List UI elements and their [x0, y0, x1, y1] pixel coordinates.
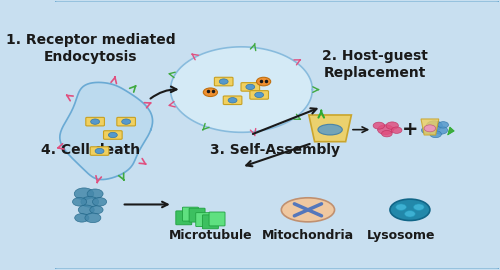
Polygon shape: [309, 115, 352, 142]
Circle shape: [438, 122, 448, 128]
Circle shape: [78, 205, 94, 215]
Circle shape: [81, 197, 98, 207]
Text: 3. Self-Assembly: 3. Self-Assembly: [210, 143, 340, 157]
Circle shape: [228, 97, 237, 103]
Circle shape: [396, 204, 406, 210]
Circle shape: [386, 122, 398, 129]
Circle shape: [392, 127, 402, 133]
Circle shape: [414, 204, 424, 210]
Circle shape: [92, 198, 106, 206]
FancyBboxPatch shape: [241, 83, 260, 91]
Circle shape: [382, 130, 392, 137]
Ellipse shape: [390, 199, 430, 221]
Text: 4. Cell death: 4. Cell death: [41, 143, 140, 157]
Text: Lysosome: Lysosome: [367, 229, 436, 242]
Polygon shape: [60, 82, 152, 180]
Circle shape: [204, 88, 218, 96]
Circle shape: [95, 148, 104, 154]
Circle shape: [378, 125, 394, 134]
Circle shape: [422, 126, 434, 134]
Circle shape: [72, 198, 86, 206]
FancyBboxPatch shape: [202, 215, 218, 229]
FancyBboxPatch shape: [214, 77, 233, 86]
Ellipse shape: [282, 198, 335, 222]
Circle shape: [256, 77, 270, 86]
Circle shape: [426, 121, 442, 130]
Circle shape: [220, 79, 228, 84]
Circle shape: [434, 126, 448, 134]
Circle shape: [430, 131, 442, 138]
FancyBboxPatch shape: [224, 96, 242, 104]
FancyBboxPatch shape: [189, 208, 205, 222]
Circle shape: [373, 122, 384, 129]
Circle shape: [85, 213, 101, 223]
Circle shape: [90, 206, 103, 214]
Text: Microtubule: Microtubule: [168, 229, 252, 242]
Text: Mitochondria: Mitochondria: [262, 229, 354, 242]
Circle shape: [404, 211, 415, 217]
Polygon shape: [421, 119, 439, 135]
FancyBboxPatch shape: [196, 213, 212, 227]
FancyBboxPatch shape: [90, 147, 109, 155]
Circle shape: [108, 132, 118, 138]
Circle shape: [87, 189, 103, 199]
Ellipse shape: [318, 124, 342, 135]
FancyBboxPatch shape: [104, 131, 122, 139]
Circle shape: [74, 214, 89, 222]
Circle shape: [74, 188, 94, 200]
FancyBboxPatch shape: [117, 117, 136, 126]
Text: 1. Receptor mediated
Endocytosis: 1. Receptor mediated Endocytosis: [6, 33, 175, 64]
Text: 2. Host-guest
Replacement: 2. Host-guest Replacement: [322, 49, 428, 80]
Text: +: +: [402, 120, 418, 139]
FancyBboxPatch shape: [209, 212, 225, 226]
Polygon shape: [448, 127, 454, 135]
Circle shape: [424, 125, 436, 132]
Circle shape: [90, 119, 100, 124]
Circle shape: [254, 92, 264, 97]
FancyBboxPatch shape: [250, 91, 268, 99]
Polygon shape: [170, 47, 312, 132]
FancyBboxPatch shape: [176, 211, 192, 225]
FancyBboxPatch shape: [182, 207, 198, 221]
Circle shape: [246, 84, 254, 90]
FancyBboxPatch shape: [86, 117, 104, 126]
Circle shape: [122, 119, 130, 124]
